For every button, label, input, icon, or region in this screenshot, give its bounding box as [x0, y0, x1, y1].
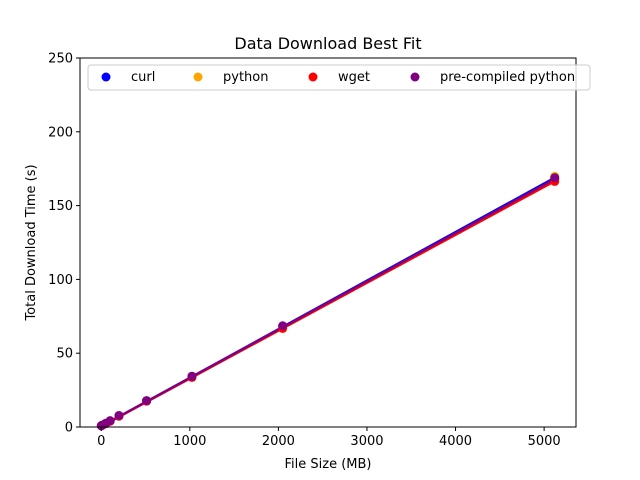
data-point-pre-compiled-python [550, 173, 560, 183]
y-axis-ticks: 0 50 100 150 200 250 [48, 52, 80, 436]
x-tick-label: 2000 [262, 434, 295, 449]
x-tick-label: 0 [97, 434, 105, 449]
plot-frame [79, 57, 577, 428]
legend-marker [410, 72, 420, 82]
y-tick-label: 50 [56, 347, 73, 362]
data-point-pre-compiled-python [105, 416, 115, 426]
x-tick-label: 1000 [173, 434, 206, 449]
y-tick-label: 100 [48, 273, 73, 288]
fit-line-pre-compiled-python [100, 178, 556, 428]
data-point-pre-compiled-python [142, 396, 152, 406]
legend-marker [193, 72, 203, 82]
x-tick-label: 4000 [439, 434, 472, 449]
data-point-pre-compiled-python [114, 410, 124, 420]
x-axis-label: File Size (MB) [285, 457, 372, 472]
x-axis-ticks: 0 1000 2000 3000 4000 5000 [97, 427, 561, 449]
legend-label: pre-compiled python [440, 70, 575, 85]
legend: curl python wget pre-compiled python [87, 64, 591, 91]
y-tick-label: 0 [65, 421, 73, 436]
data-point-pre-compiled-python [187, 371, 197, 381]
y-tick-label: 150 [48, 199, 73, 214]
y-tick-label: 200 [48, 125, 73, 140]
legend-box [87, 64, 591, 91]
x-tick-label: 3000 [350, 434, 383, 449]
y-tick-label: 250 [48, 52, 73, 67]
x-tick-label: 5000 [528, 434, 561, 449]
fit-lines-group [100, 176, 556, 428]
data-points-group [96, 171, 560, 431]
legend-label: wget [338, 70, 370, 85]
legend-label: python [223, 70, 268, 85]
legend-marker [101, 72, 111, 82]
legend-label: curl [131, 70, 155, 85]
legend-marker [308, 72, 318, 82]
data-point-pre-compiled-python [278, 321, 288, 331]
chart-title: Data Download Best Fit [234, 34, 421, 53]
y-axis-label: Total Download Time (s) [24, 164, 39, 321]
